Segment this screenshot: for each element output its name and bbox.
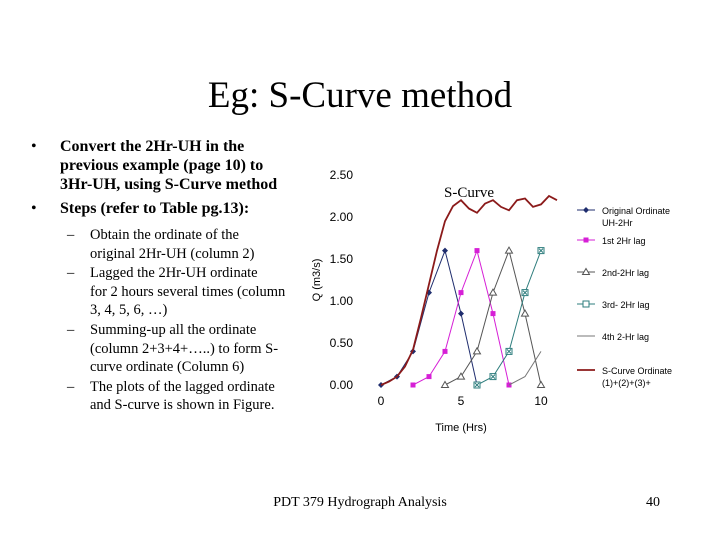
legend-marker: [583, 207, 589, 213]
data-point: [458, 290, 464, 296]
footer-text: PDT 379 Hydrograph Analysis: [273, 495, 447, 510]
bullet-line: Steps (refer to Table pg.13):: [60, 200, 250, 217]
legend-marker: [582, 300, 590, 308]
chart-title: S-Curve: [444, 185, 494, 201]
bullet-line: 3Hr-UH, using S-Curve method: [60, 176, 278, 193]
legend-label: 4th 2-Hr lag: [602, 332, 649, 342]
bullet-dot: •: [31, 138, 37, 155]
legend-marker: [583, 237, 589, 243]
s-curve-chart: 0.00 0.50 1.00 1.50 2.00 2.50 0 5 10 Time (Hrs) Q …: [311, 168, 672, 434]
data-point: [490, 374, 496, 379]
slide-title: Eg: S-Curve method: [207, 75, 513, 116]
dash-marker: –: [67, 265, 75, 282]
series-line-6: [380, 194, 558, 386]
bullet-line: previous example (page 10) to: [60, 157, 264, 174]
series-line-2: [412, 248, 510, 386]
data-point: [536, 380, 546, 388]
sub-bullet-obtain: – Obtain the ordinate of the original 2H…: [25, 226, 295, 263]
bullet-convert: • Convert the 2Hr-UH in the previous exa…: [25, 137, 295, 194]
data-point: [456, 372, 466, 380]
data-point: [474, 248, 480, 254]
series-line-3: [444, 248, 542, 386]
y-tick-label: 1.50: [330, 252, 354, 266]
bullet-steps: • Steps (refer to Table pg.13):: [25, 199, 295, 218]
dash-marker: –: [67, 378, 75, 395]
data-point: [522, 290, 528, 295]
legend-label: 2nd-2Hr lag: [602, 268, 649, 278]
x-tick-label: 10: [534, 394, 548, 408]
y-tick-label: 0.50: [330, 336, 354, 350]
bullet-line: Convert the 2Hr-UH in the: [60, 138, 245, 155]
sub-bullet-line: Summing-up all the ordinate: [90, 321, 257, 338]
dash-marker: –: [67, 227, 75, 243]
sub-bullet-line: The plots of the lagged ordinate: [90, 378, 275, 395]
legend-label: Original Ordinate: [602, 206, 670, 216]
bullet-dot: •: [31, 200, 37, 217]
series-line-1: [380, 248, 478, 386]
y-tick-label: 0.00: [330, 378, 354, 392]
sub-bullet-line: Lagged the 2Hr-UH ordinate: [90, 265, 258, 282]
data-point: [472, 346, 482, 355]
sub-bullet-summing: – Summing-up all the ordinate (column 2+…: [25, 321, 295, 377]
sub-bullet-line: 3, 4, 5, 6, …): [90, 302, 168, 319]
y-tick-label: 2.50: [330, 168, 354, 182]
series-line-5: [508, 351, 542, 386]
sub-bullet-plots: – The plots of the lagged ordinate and S…: [25, 378, 295, 415]
legend-label: S-Curve Ordinate: [602, 366, 672, 376]
sub-bullet-line: Obtain the ordinate of the: [90, 227, 239, 243]
data-point: [458, 310, 464, 317]
dash-marker: –: [67, 321, 75, 338]
legend-label: UH-2Hr: [602, 218, 633, 228]
data-point: [490, 311, 496, 317]
bullet-list: • Convert the 2Hr-UH in the previous exa…: [25, 137, 295, 416]
data-point: [442, 247, 448, 254]
x-axis-title: Time (Hrs): [435, 422, 487, 434]
sub-bullet-lagged: – Lagged the 2Hr-UH ordinate for 2 hours…: [25, 264, 295, 320]
data-point: [440, 380, 450, 388]
sub-bullet-line: original 2Hr-UH (column 2): [90, 245, 255, 262]
data-point: [538, 248, 544, 253]
data-point: [474, 382, 480, 388]
legend-marker: [581, 267, 591, 275]
data-point: [488, 288, 498, 296]
data-point: [442, 348, 448, 354]
legend-label: (1)+(2)+(3)+: [602, 378, 651, 388]
x-tick-label: 0: [378, 394, 385, 408]
sub-bullet-line: (column 2+3+4+…..) to form S-: [90, 340, 279, 357]
legend-label: 3rd- 2Hr lag: [602, 300, 650, 310]
y-axis-title: Q (m3/s): [311, 259, 323, 302]
legend-label: 1st 2Hr lag: [602, 236, 646, 246]
data-point: [426, 374, 432, 380]
sub-bullet-line: and S-curve is shown in Figure.: [90, 397, 275, 414]
sub-bullet-line: for 2 hours several times (column: [90, 283, 286, 300]
y-tick-label: 1.00: [330, 294, 354, 308]
data-point: [410, 382, 416, 388]
sub-bullet-list: – Obtain the ordinate of the original 2H…: [25, 226, 295, 415]
sub-bullet-line: curve ordinate (Column 6): [90, 359, 245, 376]
page-number: 40: [646, 495, 660, 510]
x-tick-label: 5: [458, 394, 465, 408]
data-point: [520, 309, 530, 317]
data-point: [506, 349, 512, 354]
y-tick-label: 2.00: [330, 210, 354, 224]
data-point: [504, 246, 514, 254]
